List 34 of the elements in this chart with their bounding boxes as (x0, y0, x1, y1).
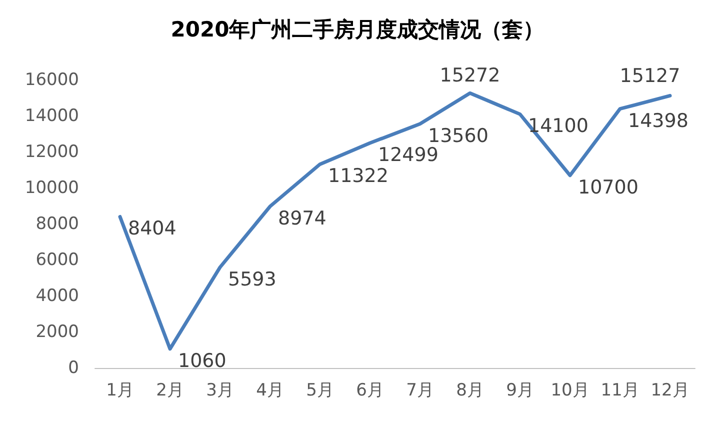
x-tick-label: 5月 (306, 380, 334, 400)
y-tick-label: 8000 (36, 214, 79, 234)
y-tick-label: 12000 (24, 142, 79, 162)
data-label: 1060 (178, 350, 226, 372)
y-tick-label: 16000 (24, 70, 79, 90)
x-tick-label: 10月 (550, 380, 590, 400)
x-tick-label: 1月 (106, 380, 134, 400)
data-label: 8404 (128, 218, 176, 240)
x-tick-label: 11月 (600, 380, 640, 400)
y-tick-label: 0 (68, 358, 79, 378)
x-tick-label: 12月 (650, 380, 690, 400)
y-tick-label: 10000 (24, 178, 79, 198)
data-label: 12499 (378, 144, 438, 166)
x-tick-label: 3月 (206, 380, 234, 400)
chart-title: 2020年广州二手房月度成交情况（套） (170, 18, 544, 42)
x-tick-label: 2月 (156, 380, 184, 400)
x-tick-label: 9月 (506, 380, 534, 400)
data-label: 8974 (278, 207, 326, 230)
data-label: 14100 (528, 115, 588, 138)
data-label: 11322 (328, 165, 388, 188)
x-tick-label: 4月 (256, 380, 284, 400)
x-tick-label: 6月 (356, 380, 384, 400)
x-tick-label: 7月 (406, 380, 434, 400)
data-label: 14398 (628, 110, 688, 132)
x-tick-label: 8月 (456, 380, 484, 400)
data-label: 13560 (428, 124, 488, 147)
y-tick-label: 2000 (36, 322, 79, 342)
y-tick-label: 6000 (36, 250, 79, 270)
data-label: 10700 (578, 176, 638, 198)
data-label: 15127 (620, 65, 680, 88)
data-label: 5593 (228, 268, 276, 290)
data-label: 15272 (440, 64, 500, 87)
y-tick-label: 14000 (24, 106, 79, 126)
y-tick-label: 4000 (36, 286, 79, 306)
